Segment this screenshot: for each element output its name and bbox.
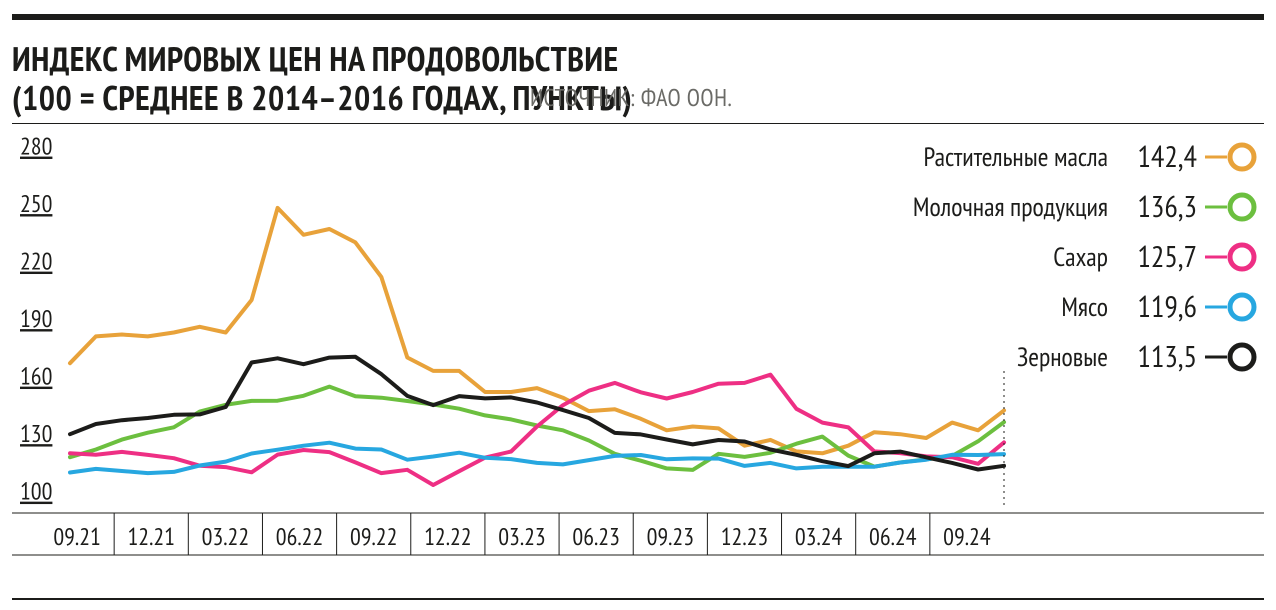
svg-text:160: 160	[20, 361, 52, 392]
x-axis: 09.21 12.21 03.22 06.22 09.22 12.22 03.23 06.23…	[12, 513, 1264, 555]
svg-text:136,3: 136,3	[1137, 187, 1197, 226]
svg-text:113,5: 113,5	[1137, 337, 1197, 376]
svg-text:Сахар: Сахар	[1053, 241, 1108, 274]
svg-text:Мясо: Мясо	[1061, 291, 1108, 324]
title-underline	[12, 123, 1264, 124]
food-price-index-chart: ИНДЕКС МИРОВЫХ ЦЕН НА ПРОДОВОЛЬСТВИЕ (10…	[0, 0, 1276, 610]
top-rule	[12, 14, 1264, 20]
svg-text:100: 100	[20, 476, 52, 507]
svg-text:119,6: 119,6	[1137, 287, 1197, 326]
svg-text:280: 280	[20, 131, 52, 162]
svg-text:06.24: 06.24	[869, 521, 917, 552]
plot-area: 100 130 160 190 220 250 280 142,4 Растительные …	[12, 127, 1264, 559]
svg-text:190: 190	[20, 303, 52, 334]
svg-text:130: 130	[20, 418, 52, 449]
svg-text:03.22: 03.22	[202, 521, 249, 552]
title-line-1: ИНДЕКС МИРОВЫХ ЦЕН НА ПРОДОВОЛЬСТВИЕ	[12, 40, 632, 79]
svg-text:125,7: 125,7	[1137, 237, 1197, 276]
svg-text:142,4: 142,4	[1137, 137, 1197, 176]
svg-text:03.23: 03.23	[498, 521, 545, 552]
chart-source: ИСТОЧНИК: ФАО ООН.	[530, 82, 732, 113]
svg-text:220: 220	[20, 246, 52, 277]
svg-text:06.22: 06.22	[276, 521, 323, 552]
svg-text:09.21: 09.21	[53, 521, 100, 552]
svg-text:09.22: 09.22	[350, 521, 397, 552]
svg-text:03.24: 03.24	[795, 521, 843, 552]
svg-text:09.24: 09.24	[943, 521, 991, 552]
svg-text:Зерновые: Зерновые	[1017, 341, 1108, 374]
svg-text:06.23: 06.23	[572, 521, 619, 552]
svg-text:Растительные масла: Растительные масла	[924, 141, 1109, 174]
series-group	[70, 208, 1004, 485]
legend: 142,4 Растительные масла 136,3 Молочная про…	[913, 137, 1254, 376]
series-Зерновые	[70, 357, 1004, 470]
svg-text:09.23: 09.23	[647, 521, 694, 552]
y-axis: 100 130 160 190 220 250 280	[20, 131, 52, 507]
bottom-rule	[12, 598, 1264, 600]
svg-text:12.21: 12.21	[127, 521, 174, 552]
svg-text:Молочная продукция: Молочная продукция	[913, 191, 1108, 224]
series-Растительные масла	[70, 208, 1004, 453]
svg-text:250: 250	[20, 188, 52, 219]
svg-text:12.23: 12.23	[721, 521, 768, 552]
svg-text:12.22: 12.22	[424, 521, 471, 552]
